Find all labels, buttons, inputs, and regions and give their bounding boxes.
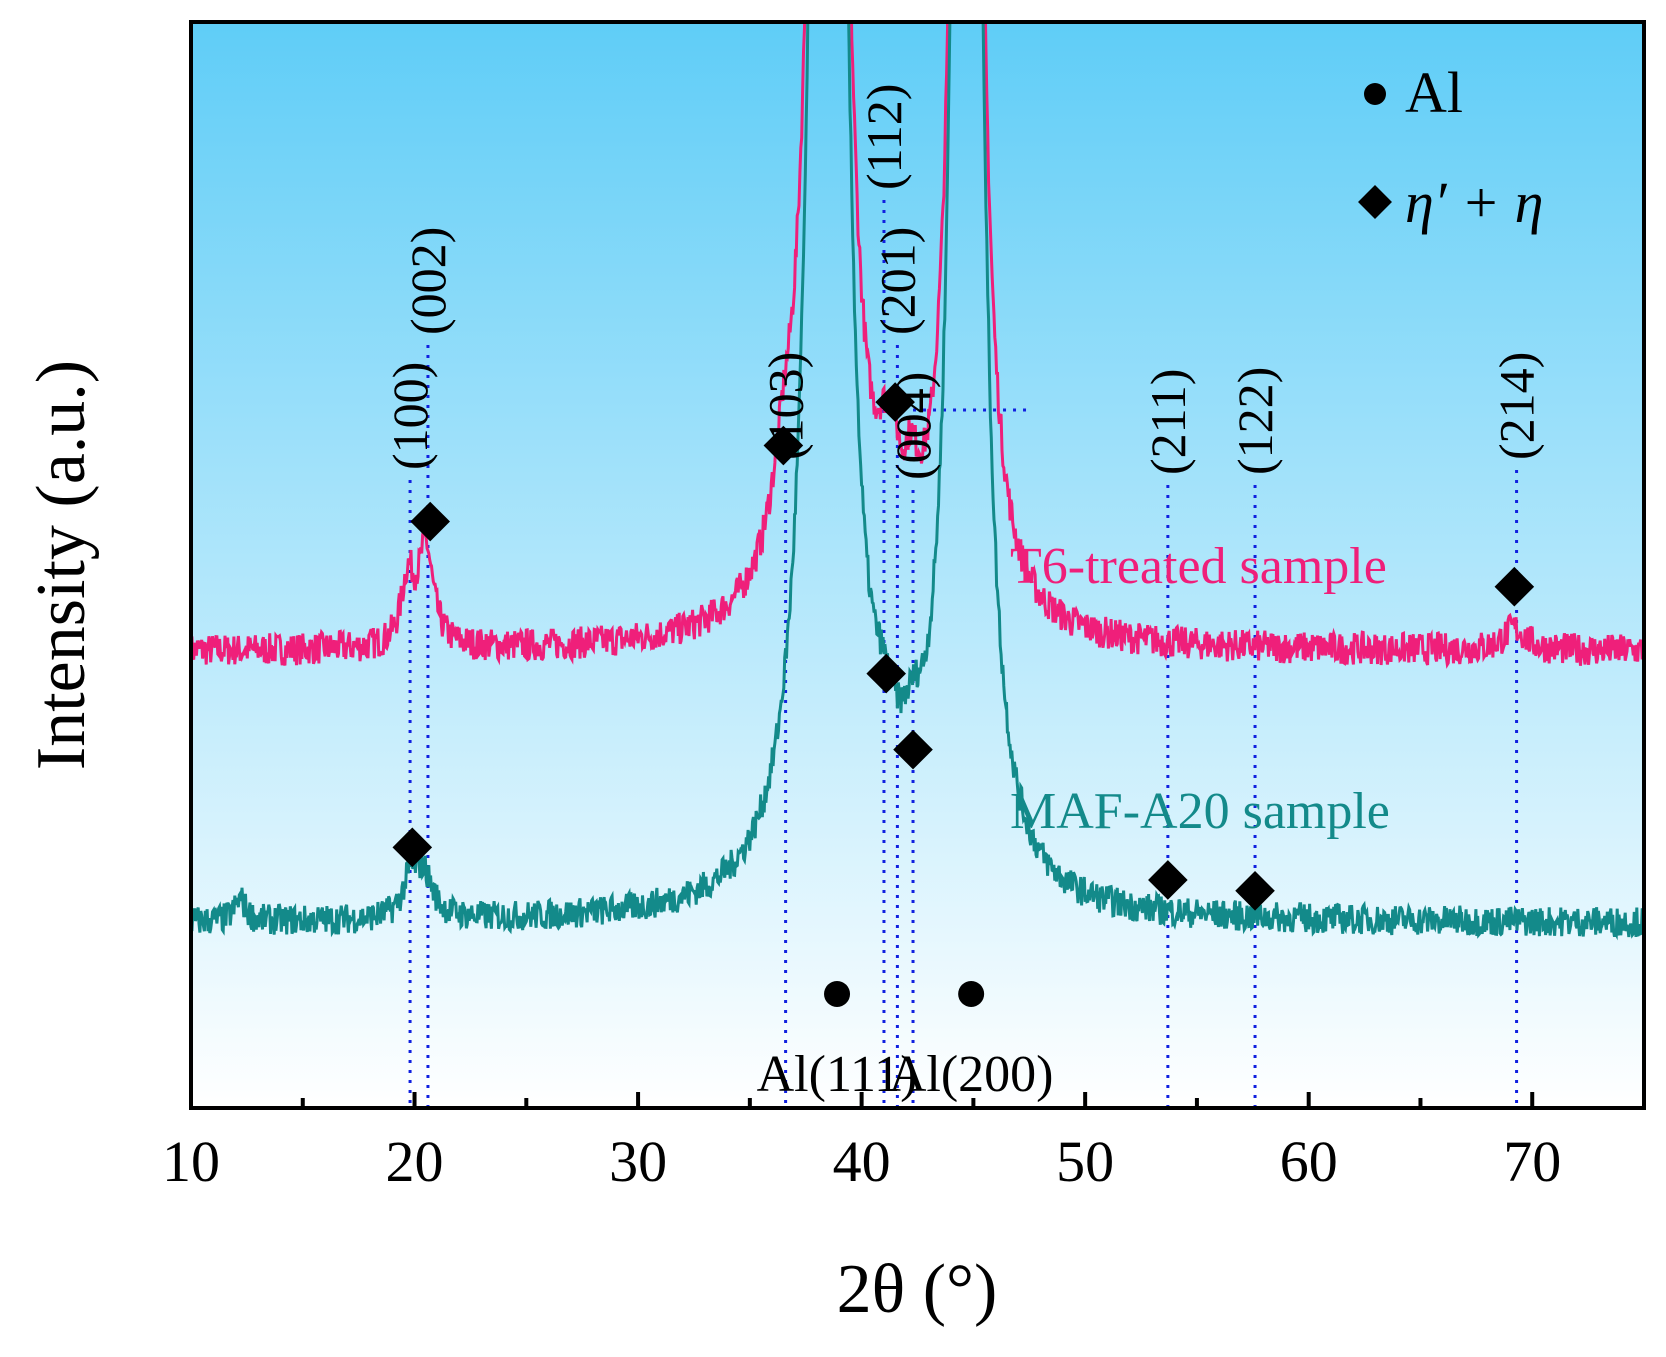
eta-diamond-marker [1235, 871, 1275, 911]
x-tick-label: 10 [162, 1129, 220, 1194]
eta-diamond-marker [1148, 860, 1188, 900]
reference-line-label: (103) [758, 352, 814, 460]
reference-line-label: (201) [869, 227, 925, 335]
al-markers: Al(111)Al(200) [757, 980, 1054, 1103]
reference-lines [408, 200, 1519, 1108]
reference-labels: (100) (002) (103) (112) (201) (004) (211) (122)… [382, 84, 1545, 480]
eta-diamond-marker [392, 827, 433, 868]
legend-label-al: Al [1405, 60, 1463, 125]
x-tick-label: 70 [1503, 1129, 1561, 1194]
legend-label-eta: η′ + η [1405, 170, 1543, 235]
reference-line-label: (112) [856, 84, 912, 190]
marker-layer [392, 382, 1535, 911]
eta-diamond-marker [410, 501, 450, 542]
legend-circle-icon [1364, 83, 1386, 105]
reference-line-label: (100) [382, 362, 438, 470]
legend-diamond-icon [1358, 185, 1392, 219]
reference-line-label: (214) [1489, 352, 1545, 460]
x-tick-label: 40 [833, 1129, 891, 1194]
series-layer [191, 22, 1644, 941]
eta-diamond-marker [763, 425, 804, 466]
series-line [191, 22, 1644, 941]
reference-line-label: (122) [1227, 367, 1283, 475]
plot-frame [189, 20, 1646, 1110]
eta-diamond-marker [1494, 566, 1535, 607]
x-tick-label: 30 [609, 1129, 667, 1194]
plot-background [191, 22, 1644, 1108]
reference-line-label: (211) [1140, 369, 1196, 475]
al-peak-label: Al(200) [889, 1046, 1054, 1103]
series-label: MAF-A20 sample [1010, 783, 1390, 840]
eta-diamond-marker [875, 382, 915, 422]
eta-diamond-marker [866, 653, 907, 694]
eta-diamond-marker [893, 729, 933, 770]
x-axis-ticks: 10 20 30 40 50 60 70 [162, 1092, 1646, 1194]
plot-area [191, 22, 1644, 1108]
series-line [191, 22, 1644, 669]
al-circle-marker [824, 980, 851, 1007]
reference-line-label: (002) [400, 227, 456, 335]
y-axis-title: Intensity (a.u.) [23, 360, 100, 770]
series-labels: T6-treated sample MAF-A20 sample [1010, 538, 1390, 840]
al-circle-marker [958, 980, 985, 1007]
x-tick-label: 60 [1280, 1129, 1338, 1194]
al-peak-label: Al(111) [757, 1046, 918, 1103]
reference-line-label: (004) [885, 372, 941, 480]
x-tick-label: 50 [1056, 1129, 1114, 1194]
series-label: T6-treated sample [1010, 538, 1387, 595]
x-tick-label: 20 [386, 1129, 444, 1194]
x-axis-title: 2θ (°) [837, 1251, 998, 1328]
legend: Al η′ + η [1358, 60, 1543, 235]
